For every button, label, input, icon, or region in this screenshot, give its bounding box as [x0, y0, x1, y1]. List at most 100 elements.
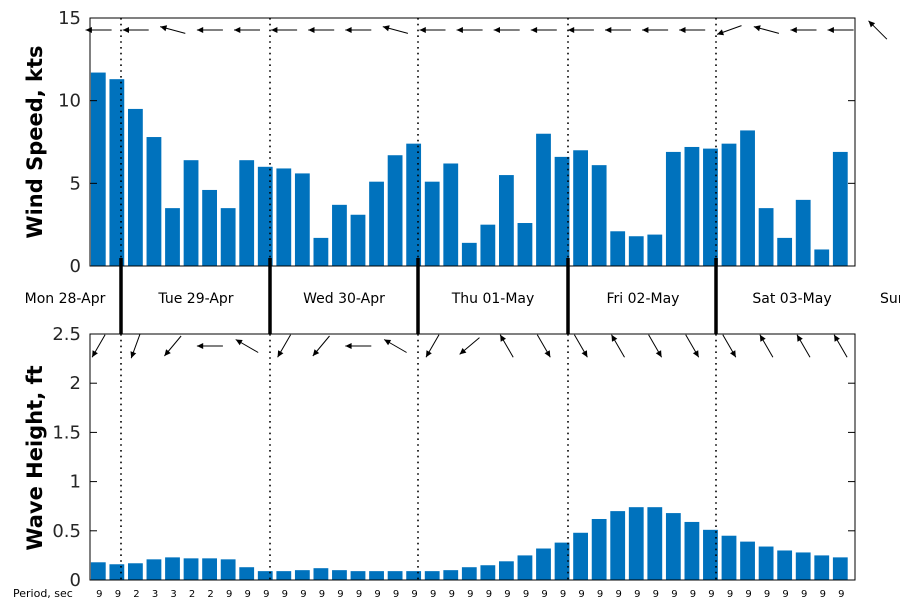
wind-bar — [684, 146, 700, 266]
wind-bar — [332, 204, 347, 266]
period-label: Period, sec — [13, 587, 73, 600]
arrow-head — [312, 349, 320, 356]
wave-bar — [721, 535, 737, 580]
wave-direction-arrow — [722, 334, 737, 358]
wind-bar — [517, 223, 533, 266]
wave-bar — [665, 513, 681, 580]
period-value: 9 — [597, 589, 603, 600]
wave-direction-arrow — [685, 334, 700, 358]
day-label: Sat 03-May — [752, 291, 831, 307]
period-value: 9 — [245, 589, 251, 600]
wind-direction-arrow — [530, 27, 557, 33]
arrow-head — [730, 350, 736, 358]
wave-ytick-label: 0 — [70, 570, 81, 591]
period-value: 2 — [133, 589, 139, 600]
wind-bar — [480, 224, 496, 266]
period-value: 9 — [838, 589, 844, 600]
wave-bar — [202, 558, 217, 580]
wind-direction-arrow — [234, 27, 260, 33]
arrow-head — [544, 350, 551, 358]
wind-bar — [90, 72, 106, 266]
period-value: 9 — [634, 589, 640, 600]
wind-direction-arrow — [716, 25, 742, 36]
arrow-head — [426, 350, 432, 358]
wave-bar — [591, 518, 607, 580]
period-value: 9 — [467, 589, 473, 600]
wind-bar — [536, 133, 551, 266]
arrow-head — [797, 334, 803, 342]
wave-bar — [758, 546, 774, 580]
wind-direction-arrow — [642, 27, 669, 33]
arrow-head — [834, 334, 840, 342]
arrow-head — [160, 25, 168, 32]
wave-direction-arrow — [536, 334, 551, 358]
arrow-head — [235, 339, 243, 346]
wave-axes-box — [89, 333, 856, 581]
arrow-head — [868, 20, 876, 28]
wave-direction-arrow — [277, 334, 292, 358]
wind-direction-arrow — [493, 27, 520, 33]
period-value: 9 — [653, 589, 659, 600]
wave-bar — [257, 571, 273, 580]
period-value: 9 — [300, 589, 306, 600]
wind-bar — [573, 150, 588, 266]
period-value: 9 — [282, 589, 288, 600]
wave-bar — [406, 571, 422, 580]
day-label: Wed 30-Apr — [303, 291, 385, 307]
period-value: 9 — [486, 589, 492, 600]
wave-bar — [332, 570, 347, 580]
arrow-head — [459, 348, 467, 355]
arrow-head — [493, 27, 500, 33]
arrow-head — [605, 27, 612, 33]
wind-ytick-label: 10 — [58, 91, 81, 112]
wind-direction-arrow — [382, 25, 409, 34]
wave-bar — [610, 511, 626, 580]
arrow-head — [382, 25, 390, 32]
period-value: 9 — [115, 589, 121, 600]
wind-ytick-label: 0 — [70, 256, 81, 277]
wave-bar — [536, 548, 551, 580]
wind-direction-arrow — [419, 27, 446, 33]
wind-bar — [591, 165, 607, 266]
arrow-head — [456, 27, 463, 33]
period-value: 3 — [170, 589, 176, 600]
arrow-head — [827, 27, 834, 33]
wave-bar — [109, 564, 125, 580]
wave-direction-arrow — [383, 339, 407, 353]
wind-bar — [758, 208, 774, 266]
period-value: 9 — [727, 589, 733, 600]
arrow-head — [196, 343, 204, 349]
wave-bar — [239, 567, 255, 580]
period-value: 9 — [708, 589, 714, 600]
wave-bar — [443, 570, 459, 580]
period-value: 9 — [430, 589, 436, 600]
wind-bar — [387, 155, 403, 266]
wave-bar — [740, 541, 755, 580]
wind-direction-arrow — [345, 27, 372, 33]
wind-direction-arrow — [122, 27, 149, 33]
wave-direction-arrow — [196, 343, 223, 349]
wind-direction-arrow — [567, 27, 594, 33]
wind-bar — [647, 234, 663, 266]
wave-direction-arrow — [164, 335, 182, 357]
arrow-head — [692, 350, 699, 358]
wave-bar — [128, 563, 143, 580]
arrow-head — [679, 27, 686, 33]
arrow-head — [642, 27, 649, 33]
wind-bar — [146, 137, 162, 266]
wind-direction-arrow — [679, 27, 706, 33]
wave-bar — [146, 559, 162, 580]
wind-bar — [554, 156, 570, 266]
wave-direction-arrow — [611, 334, 625, 358]
wave-bar — [369, 571, 384, 580]
period-value: 9 — [745, 589, 751, 600]
wind-bar — [832, 151, 848, 266]
wind-bar — [128, 108, 143, 267]
day-label: Mon 28-Apr — [25, 291, 106, 307]
wave-height-ylabel: Wave Height, ft — [23, 365, 47, 550]
period-value: 9 — [393, 589, 399, 600]
period-value: 9 — [504, 589, 510, 600]
wind-bar — [220, 208, 236, 266]
wave-ytick-label: 2 — [70, 373, 81, 394]
